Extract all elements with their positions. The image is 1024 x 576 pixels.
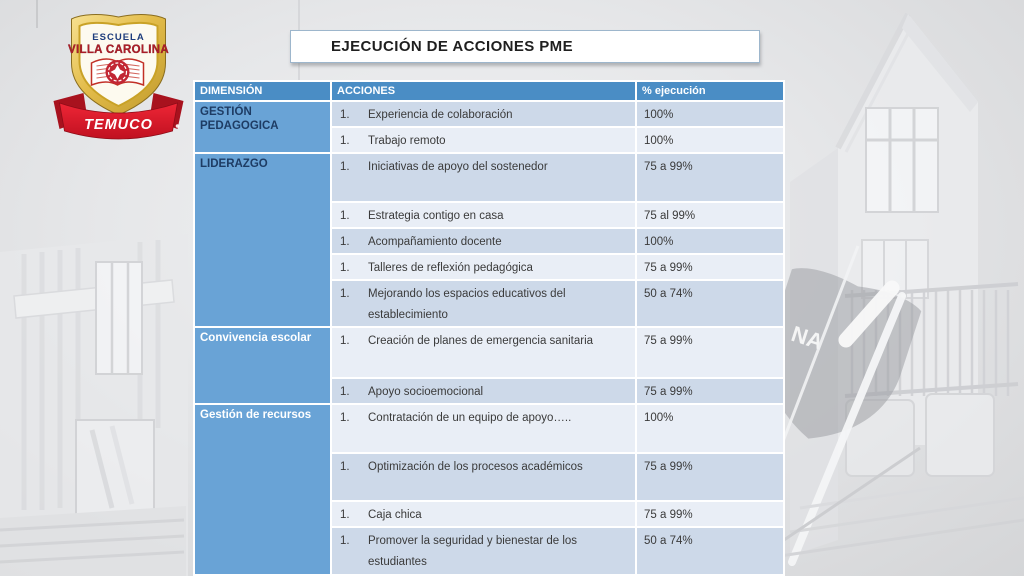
action-cell: 1. Talleres de reflexión pedagógica — [330, 253, 637, 281]
action-number: 1. — [340, 109, 350, 121]
action-number: 1. — [340, 288, 350, 300]
action-number: 1. — [340, 262, 350, 274]
execution-value: 100% — [635, 126, 785, 154]
execution-value: 50 a 74% — [635, 526, 785, 576]
action-number: 1. — [340, 135, 350, 147]
right-building-side-wall — [790, 148, 838, 556]
action-text: Iniciativas de apoyo del sostenedor — [368, 161, 548, 173]
header-ejecucion: % ejecución — [635, 80, 785, 102]
table-row: 1. Promover la seguridad y bienestar de l… — [194, 526, 785, 576]
header-dimension: DIMENSIÓN — [193, 80, 332, 102]
pme-table: DIMENSIÓN ACCIONES % ejecución GESTIÓN P… — [193, 80, 785, 576]
table-row: 1. Mejorando los espacios educativos del … — [194, 279, 785, 328]
execution-value: 75 a 99% — [635, 253, 785, 281]
logo-city-banner: TEMUCO — [84, 117, 153, 133]
action-cell: 1. Creación de planes de emergencia sanit… — [330, 326, 637, 379]
table-row: Convivencia escolar 1. Creación de planes… — [193, 326, 785, 405]
action-text: Apoyo socioemocional — [368, 386, 484, 398]
action-number: 1. — [340, 335, 350, 347]
action-text: Caja chica — [368, 509, 422, 521]
action-text: Trabajo remoto — [368, 135, 446, 147]
execution-value: 75 a 99% — [635, 326, 785, 379]
stairs-right — [779, 446, 1024, 558]
action-number: 1. — [340, 236, 350, 248]
table-row: GESTIÓN PEDAGOGICA 1. Experiencia de cola… — [193, 100, 785, 154]
execution-value: 75 a 99% — [635, 377, 785, 405]
dimension-cell: Convivencia escolar — [193, 326, 332, 405]
action-cell: 1. Apoyo socioemocional — [330, 377, 637, 405]
dimension-cell: GESTIÓN PEDAGOGICA — [193, 100, 332, 154]
action-cell: 1. Caja chica — [330, 500, 637, 528]
page-title: EJECUCIÓN DE ACCIONES PME — [331, 38, 573, 55]
title-box: EJECUCIÓN DE ACCIONES PME — [290, 30, 760, 63]
action-text: Talleres de reflexión pedagógica — [368, 262, 533, 274]
table-row: LIDERAZGO 1. Iniciativas de apoyo del sos… — [193, 152, 785, 328]
action-number: 1. — [340, 412, 350, 424]
logo-school-word: ESCUELA — [92, 32, 144, 43]
execution-value: 100% — [635, 227, 785, 255]
execution-value: 75 al 99% — [635, 201, 785, 229]
execution-value: 100% — [635, 100, 785, 128]
action-cell: 1. Estrategia contigo en casa — [330, 201, 637, 229]
action-number: 1. — [340, 461, 350, 473]
dimension-cell: LIDERAZGO — [193, 152, 332, 328]
left-building-window — [95, 261, 143, 375]
table-row: 1. Acompañamiento docente 100% — [194, 227, 785, 255]
school-logo: ESCUELA VILLA CAROLINA TEMUCO — [53, 14, 184, 140]
action-text: Optimización de los procesos académicos — [368, 461, 583, 473]
sparkle — [175, 124, 180, 128]
action-cell: 1. Optimización de los procesos académico… — [330, 452, 637, 502]
execution-value: 75 a 99% — [635, 152, 785, 203]
table-row: 1. Optimización de los procesos académico… — [194, 452, 785, 502]
school-sign-watermark: NA — [767, 268, 922, 439]
execution-value: 50 a 74% — [635, 279, 785, 328]
action-number: 1. — [340, 535, 350, 547]
action-cell: 1. Mejorando los espacios educativos del … — [330, 279, 637, 328]
logo-book-icon — [90, 58, 145, 87]
execution-value: 75 a 99% — [635, 452, 785, 502]
action-cell: 1. Iniciativas de apoyo del sostenedor — [330, 152, 637, 203]
action-number: 1. — [340, 386, 350, 398]
table-row: 1. Caja chica 75 a 99% — [194, 500, 785, 528]
right-building-window — [865, 107, 939, 213]
table-row: 1. Estrategia contigo en casa 75 al 99% — [194, 201, 785, 229]
action-cell: 1. Acompañamiento docente — [330, 227, 637, 255]
action-text: Estrategia contigo en casa — [368, 210, 504, 222]
action-text: Creación de planes de emergencia sanitar… — [368, 335, 594, 347]
dimension-cell: Gestión de recursos — [193, 403, 332, 576]
action-text: Contratación de un equipo de apoyo….. — [368, 412, 572, 424]
table-header-row: DIMENSIÓN ACCIONES % ejecución — [193, 80, 785, 102]
action-text: Mejorando los espacios educativos del es… — [368, 288, 566, 321]
action-cell: 1. Contratación de un equipo de apoyo….. — [330, 403, 637, 454]
action-text: Promover la seguridad y bienestar de los… — [368, 535, 578, 568]
gate-panel — [925, 393, 995, 477]
table-row: 1. Trabajo remoto 100% — [194, 126, 785, 154]
table-row: Gestión de recursos 1. Contratación de un… — [193, 403, 785, 576]
action-number: 1. — [340, 161, 350, 173]
header-acciones: ACCIONES — [330, 80, 637, 102]
execution-value: 100% — [635, 403, 785, 454]
action-cell: 1. Experiencia de colaboración — [330, 100, 637, 128]
action-number: 1. — [340, 509, 350, 521]
action-text: Acompañamiento docente — [368, 236, 502, 248]
action-cell: 1. Promover la seguridad y bienestar de l… — [330, 526, 637, 576]
execution-value: 75 a 99% — [635, 500, 785, 528]
action-number: 1. — [340, 210, 350, 222]
logo-school-name: VILLA CAROLINA — [68, 44, 169, 56]
ribbon-band — [58, 102, 179, 140]
action-cell: 1. Trabajo remoto — [330, 126, 637, 154]
table-row: 1. Talleres de reflexión pedagógica 75 a … — [194, 253, 785, 281]
action-text: Experiencia de colaboración — [368, 109, 513, 121]
table-row: 1. Apoyo socioemocional 75 a 99% — [194, 377, 785, 405]
